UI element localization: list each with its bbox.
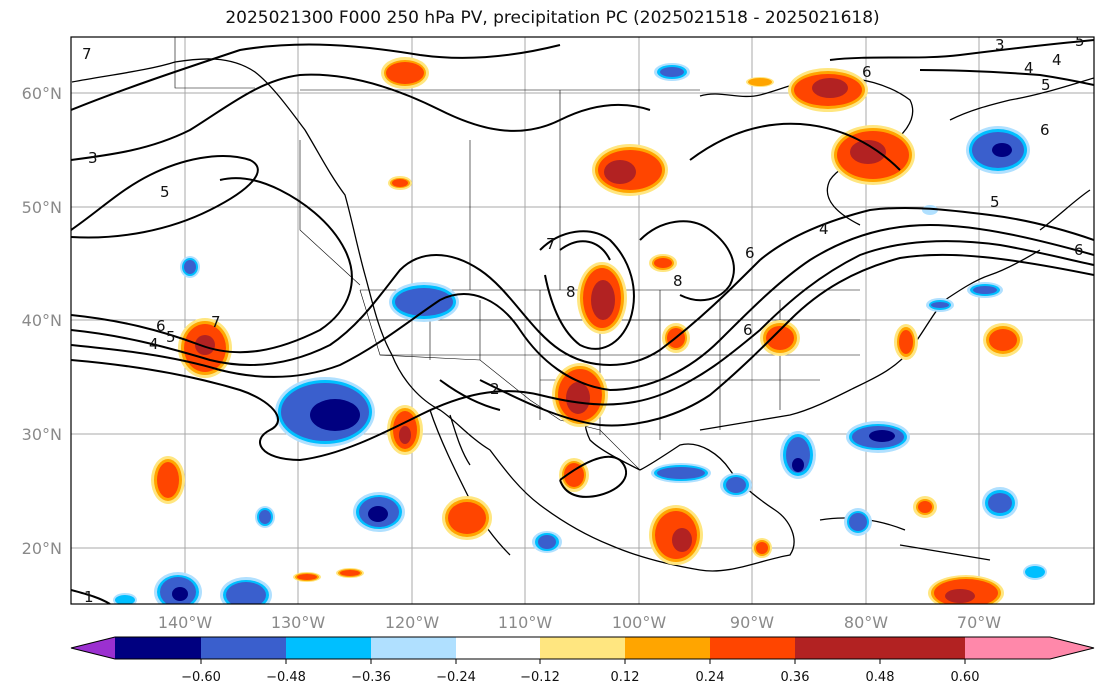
map-title: 2025021300 F000 250 hPa PV, precipitatio… (225, 8, 880, 28)
contour-label: 1 (84, 588, 94, 606)
colorbar-tick-label: −0.48 (266, 670, 306, 685)
lon-label: 140°W (158, 613, 213, 632)
contour-label: 8 (673, 272, 683, 290)
contour-label: 7 (82, 45, 92, 63)
colorbar-segment (625, 637, 710, 659)
precip-negative-areas (113, 63, 1047, 604)
contour-label: 5 (1075, 32, 1085, 50)
map-frame (70, 36, 1095, 605)
graticule (71, 37, 1094, 604)
colorbar-outline (70, 636, 1095, 660)
lon-label: 120°W (385, 613, 440, 632)
lat-label: 60°N (22, 84, 62, 103)
contour-label: 4 (1052, 51, 1062, 69)
contour-label: 8 (566, 283, 576, 301)
lon-label: 70°W (957, 613, 1001, 632)
lon-label: 90°W (730, 613, 774, 632)
colorbar-tick-label: −0.60 (181, 670, 221, 685)
contour-label: 7 (211, 313, 221, 331)
colorbar-tick-label: 0.48 (866, 670, 895, 685)
lat-label: 40°N (22, 311, 62, 330)
colorbar-segment (880, 637, 965, 659)
pv-contours (71, 39, 1094, 604)
lon-label: 80°W (844, 613, 888, 632)
lon-label: 130°W (271, 613, 326, 632)
lat-axis-labels: 60°N 50°N 40°N 30°N 20°N (22, 84, 62, 558)
colorbar-extend-low (71, 637, 115, 659)
contour-label: 5 (160, 183, 170, 201)
contour-label: 3 (995, 36, 1005, 54)
lon-label: 100°W (612, 613, 667, 632)
colorbar-tick-label: 0.12 (611, 670, 640, 685)
lon-axis-labels: 140°W 130°W 120°W 110°W 100°W 90°W 80°W … (158, 613, 1001, 632)
contour-label: 5 (166, 328, 176, 346)
contour-label: 6 (745, 244, 755, 262)
lat-label: 50°N (22, 198, 62, 217)
contour-label: 7 (546, 235, 556, 253)
colorbar-segment (795, 637, 880, 659)
lon-label: 110°W (498, 613, 553, 632)
lat-label: 20°N (22, 539, 62, 558)
colorbar-segment (201, 637, 286, 659)
colorbar-tick-label: 0.36 (781, 670, 810, 685)
colorbar-segment (710, 637, 795, 659)
precip-positive-areas (151, 57, 1023, 604)
colorbar-segment (286, 637, 371, 659)
colorbar-segment (371, 637, 456, 659)
contour-labels: 7 3 5 4 5 6 6 7 5 4 2 8 8 7 6 6 4 5 6 6 … (82, 32, 1085, 606)
contour-label: 6 (743, 321, 753, 339)
colorbar-tick-label: −0.12 (520, 670, 560, 685)
contour-label: 4 (1024, 59, 1034, 77)
lat-label: 30°N (22, 425, 62, 444)
colorbar-tick-label: −0.36 (351, 670, 391, 685)
contour-label: 3 (88, 149, 98, 167)
contour-label: 5 (1041, 76, 1051, 94)
contour-label: 4 (819, 220, 829, 238)
contour-label: 6 (1074, 241, 1084, 259)
colorbar-tick-label: −0.24 (436, 670, 476, 685)
colorbar-segment (115, 637, 201, 659)
colorbar-tick-label: 0.24 (696, 670, 725, 685)
contour-label: 6 (156, 317, 166, 335)
contour-label: 2 (490, 380, 500, 398)
contour-label: 5 (990, 193, 1000, 211)
colorbar-segment (456, 637, 540, 659)
colorbar-tick-label: 0.60 (951, 670, 980, 685)
colorbar-segment (540, 637, 625, 659)
contour-label: 6 (862, 63, 872, 81)
colorbar: −0.60 −0.48 −0.36 −0.24 −0.12 0.12 0.24 … (70, 636, 1095, 685)
contour-label: 6 (1040, 121, 1050, 139)
contour-label: 4 (149, 335, 159, 353)
